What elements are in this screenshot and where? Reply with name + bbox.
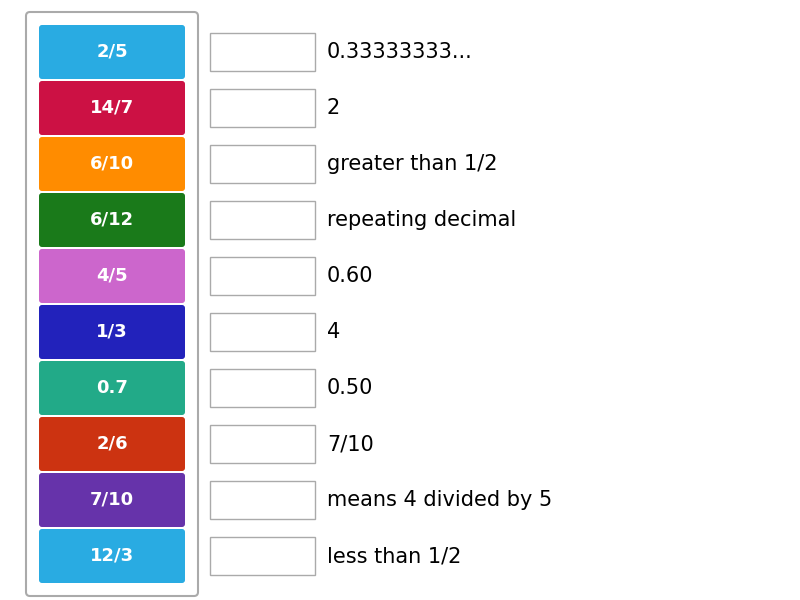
Text: 0.33333333...: 0.33333333... <box>327 42 473 62</box>
FancyBboxPatch shape <box>39 529 185 583</box>
Text: 0.7: 0.7 <box>96 379 128 397</box>
FancyBboxPatch shape <box>26 12 198 596</box>
Text: 4/5: 4/5 <box>96 267 128 285</box>
FancyBboxPatch shape <box>39 473 185 527</box>
Text: 2: 2 <box>327 98 340 118</box>
Text: means 4 divided by 5: means 4 divided by 5 <box>327 490 552 510</box>
Text: 6/12: 6/12 <box>90 211 134 229</box>
Bar <box>210 145 315 183</box>
FancyBboxPatch shape <box>39 81 185 135</box>
Text: 0.50: 0.50 <box>327 378 374 398</box>
Bar <box>210 313 315 351</box>
Text: 12/3: 12/3 <box>90 547 134 565</box>
Text: less than 1/2: less than 1/2 <box>327 546 462 566</box>
Text: 2/6: 2/6 <box>96 435 128 453</box>
Text: 0.60: 0.60 <box>327 266 374 286</box>
FancyBboxPatch shape <box>39 137 185 191</box>
Text: 7/10: 7/10 <box>327 434 374 454</box>
Bar <box>210 33 315 71</box>
Text: 6/10: 6/10 <box>90 155 134 173</box>
FancyBboxPatch shape <box>39 305 185 359</box>
FancyBboxPatch shape <box>39 193 185 247</box>
Text: greater than 1/2: greater than 1/2 <box>327 154 498 174</box>
Bar <box>210 425 315 463</box>
Text: 4: 4 <box>327 322 340 342</box>
Text: 1/3: 1/3 <box>96 323 128 341</box>
FancyBboxPatch shape <box>39 25 185 79</box>
Text: 7/10: 7/10 <box>90 491 134 509</box>
Bar <box>210 201 315 239</box>
Bar <box>210 89 315 127</box>
Text: 2/5: 2/5 <box>96 43 128 61</box>
FancyBboxPatch shape <box>39 249 185 303</box>
Bar <box>210 257 315 295</box>
Bar <box>210 537 315 575</box>
Bar <box>210 481 315 519</box>
FancyBboxPatch shape <box>39 417 185 471</box>
Bar <box>210 369 315 407</box>
FancyBboxPatch shape <box>39 361 185 415</box>
Text: 14/7: 14/7 <box>90 99 134 117</box>
Text: repeating decimal: repeating decimal <box>327 210 516 230</box>
